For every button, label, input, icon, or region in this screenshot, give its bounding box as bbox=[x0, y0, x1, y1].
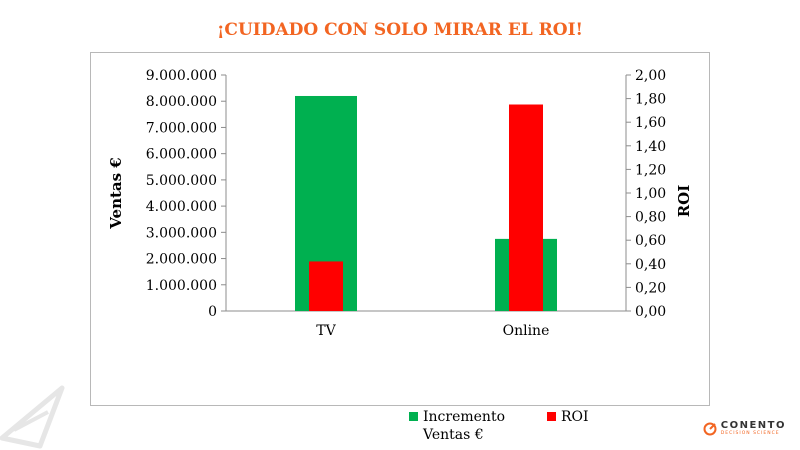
y-right-tick-label: 1,60 bbox=[635, 115, 666, 131]
y-right-tick-label: 2,00 bbox=[635, 68, 666, 84]
y-left-tick-label: 0 bbox=[208, 304, 217, 320]
legend-swatch bbox=[409, 412, 418, 421]
y-right-tick-label: 1,00 bbox=[635, 186, 666, 202]
y-left-tick-label: 2.000.000 bbox=[146, 252, 217, 268]
page-title: ¡CUIDADO CON SOLO MIRAR EL ROI! bbox=[216, 20, 584, 40]
bar-chart: 0 1.000.000 2.000.000 3.000.000 4.000.000 5.0… bbox=[107, 68, 693, 339]
y-left-tick-label: 8.000.000 bbox=[146, 94, 217, 110]
y-right-tick-label: 1,20 bbox=[635, 162, 666, 178]
y-axis-left-title: Ventas € bbox=[107, 157, 125, 229]
y-axis-right-title: ROI bbox=[675, 185, 693, 218]
brand-logo: CONENTO DECISION SCIENCE bbox=[703, 421, 786, 437]
y-right-tick-label: 0,80 bbox=[635, 210, 666, 226]
legend-item: Incremento Ventas € bbox=[409, 408, 533, 444]
paper-plane-outline-icon bbox=[0, 385, 65, 449]
brand-name: CONENTO bbox=[720, 420, 786, 431]
legend-label: ROI bbox=[561, 409, 589, 425]
chart-legend: Incremento Ventas € ROI bbox=[409, 408, 649, 444]
y-left-tick-label: 1.000.000 bbox=[146, 278, 217, 294]
x-tick-label: TV bbox=[316, 323, 336, 339]
y-left-tick-label: 9.000.000 bbox=[146, 68, 217, 84]
legend-label: Incremento Ventas € bbox=[423, 409, 505, 443]
y-right-tick-label: 0,00 bbox=[635, 304, 666, 320]
y-right-tick-label: 0,40 bbox=[635, 257, 666, 273]
conento-circle-arrow-icon bbox=[703, 422, 717, 436]
y-right-tick-label: 1,40 bbox=[635, 139, 666, 155]
legend-row: Incremento Ventas € ROI bbox=[409, 408, 649, 444]
brand-tagline: DECISION SCIENCE bbox=[720, 431, 780, 436]
legend-item: ROI bbox=[547, 408, 589, 426]
y-left-tick-label: 3.000.000 bbox=[146, 225, 217, 241]
y-right-tick-label: 1,80 bbox=[635, 92, 666, 108]
bar-roi bbox=[509, 104, 543, 311]
x-tick-label: Online bbox=[503, 323, 550, 339]
y-left-tick-label: 5.000.000 bbox=[146, 173, 217, 189]
chart-frame: 0 1.000.000 2.000.000 3.000.000 4.000.000 5.0… bbox=[90, 52, 710, 443]
bar-roi bbox=[309, 261, 343, 311]
legend-swatch bbox=[547, 412, 556, 421]
y-right-tick-label: 0,60 bbox=[635, 233, 666, 249]
y-right-tick-label: 0,20 bbox=[635, 280, 666, 296]
y-left-tick-label: 4.000.000 bbox=[146, 199, 217, 215]
y-left-tick-label: 7.000.000 bbox=[146, 120, 217, 136]
y-left-tick-label: 6.000.000 bbox=[146, 147, 217, 163]
